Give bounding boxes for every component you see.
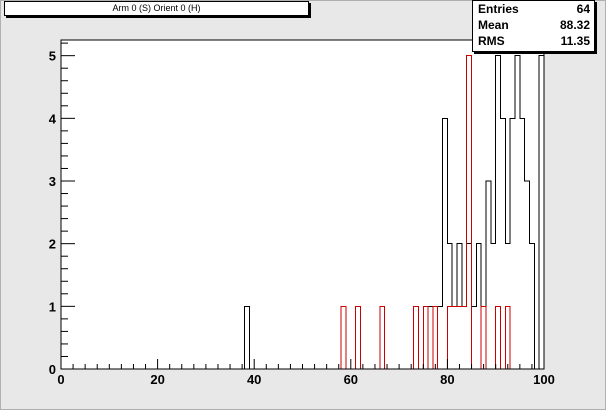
stats-entries-value: 64 xyxy=(576,2,590,16)
y-tick-label: 5 xyxy=(49,49,56,64)
x-tick-label: 20 xyxy=(150,372,164,387)
stats-rms-value: 11.35 xyxy=(560,34,590,48)
x-tick-label: 40 xyxy=(247,372,261,387)
histogram-bin-1-0 xyxy=(341,306,346,369)
histogram-bin-1-2 xyxy=(380,306,385,369)
stats-rms-row: RMS 11.35 xyxy=(473,33,594,49)
histogram-bin-1-9 xyxy=(462,306,467,369)
histogram-bin-1-7 xyxy=(452,306,457,369)
histogram-bin-0-23 xyxy=(539,56,544,369)
stats-mean-label: Mean xyxy=(478,18,509,32)
histogram-bin-0-21 xyxy=(525,181,530,369)
y-tick-label: 2 xyxy=(49,237,56,252)
stats-mean-value: 88.32 xyxy=(559,18,590,32)
histogram-bin-1-3 xyxy=(414,306,419,369)
histogram-bin-0-20 xyxy=(520,118,525,369)
y-tick-label: 4 xyxy=(49,111,57,126)
y-tick-label: 1 xyxy=(49,299,56,314)
histogram-bin-0-18 xyxy=(510,118,515,369)
x-tick-label: 60 xyxy=(344,372,358,387)
histogram-bin-0-4 xyxy=(443,118,448,369)
plot-frame xyxy=(60,39,545,370)
histogram-bin-0-16 xyxy=(501,118,506,369)
histogram-bin-1-6 xyxy=(447,306,452,369)
histogram-title: Arm 0 (S) Orient 0 (H) xyxy=(4,1,309,16)
histogram-bin-0-0 xyxy=(245,306,250,369)
y-tick-label: 0 xyxy=(49,362,56,377)
histogram-bin-1-4 xyxy=(423,306,428,369)
x-tick-label: 80 xyxy=(440,372,454,387)
histogram-bin-0-22 xyxy=(530,244,535,369)
histogram-bin-0-19 xyxy=(515,56,520,369)
histogram-bin-1-12 xyxy=(496,306,501,369)
histogram-bin-1-5 xyxy=(433,306,438,369)
histogram-bin-0-2 xyxy=(428,306,433,369)
y-tick-label: 3 xyxy=(49,174,56,189)
histogram-bin-0-10 xyxy=(472,306,477,369)
stats-box: Entries 64 Mean 88.32 RMS 11.35 xyxy=(472,0,595,52)
histogram-bin-1-13 xyxy=(505,306,510,369)
histogram-bin-1-8 xyxy=(457,306,462,369)
histogram-bin-1-1 xyxy=(356,306,361,369)
stats-entries-label: Entries xyxy=(478,2,519,16)
histogram-bin-1-11 xyxy=(481,306,486,369)
histogram-bin-0-3 xyxy=(438,306,443,369)
axis-layer: 0 20 40 60 80 100 0 1 2 3 4 5 xyxy=(49,40,555,387)
stats-entries-row: Entries 64 xyxy=(473,1,594,17)
stats-mean-row: Mean 88.32 xyxy=(473,17,594,33)
histogram-bin-0-13 xyxy=(486,181,491,369)
histogram-bin-0-14 xyxy=(491,244,496,369)
x-tick-label: 0 xyxy=(57,372,64,387)
x-tick-label: 100 xyxy=(533,372,555,387)
histogram-bin-1-10 xyxy=(467,56,472,369)
histogram-bin-0-11 xyxy=(476,244,481,369)
stats-rms-label: RMS xyxy=(478,34,505,48)
